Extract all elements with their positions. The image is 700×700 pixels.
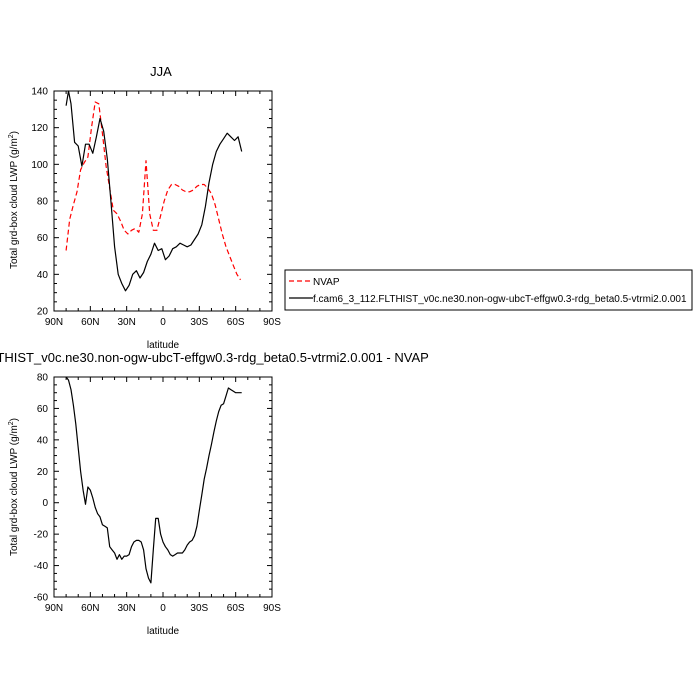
x-tick-label: 60N — [81, 603, 99, 614]
y-tick-label: 60 — [37, 404, 49, 415]
y-tick-label: 140 — [31, 87, 48, 98]
bottom-series-layer — [65, 376, 242, 584]
top-y-axis-label: Total grd-box cloud LWP (g/m2) — [8, 131, 20, 269]
x-tick-label: 60N — [81, 317, 99, 328]
x-tick-label: 60S — [227, 317, 245, 328]
y-tick-label: 100 — [31, 160, 48, 171]
x-tick-label: 30N — [117, 317, 135, 328]
bottom-y-axis-label: Total grd-box cloud LWP (g/m2) — [8, 418, 20, 556]
top-plot-frame — [53, 90, 273, 312]
x-tick-label: 90S — [263, 317, 281, 328]
legend: NVAP f.cam6_3_112.FLTHIST_v0c.ne30.non-o… — [284, 269, 693, 311]
top-chart-title: JJA — [150, 64, 172, 79]
y-tick-label: 80 — [37, 373, 49, 384]
top-x-axis-label: latitude — [147, 340, 180, 351]
y-tick-label: 80 — [37, 197, 49, 208]
y-tick-label: 0 — [42, 498, 48, 509]
bottom-ticks: 90N 60N 30N 0 30S 60S 90S -60 -40 -20 0 20 40 60 80 — [34, 373, 282, 615]
bottom-x-axis-label: latitude — [147, 626, 180, 637]
bottom-series-line-difference — [65, 376, 242, 584]
y-tick-label: 40 — [37, 435, 49, 446]
legend-box — [284, 269, 693, 311]
y-tick-label: -40 — [34, 561, 49, 572]
y-tick-label: 20 — [37, 307, 49, 318]
x-tick-label: 60S — [227, 603, 245, 614]
y-tick-label: 20 — [37, 467, 49, 478]
y-tick-label: 60 — [37, 233, 49, 244]
top-ticks: 90N 60N 30N 0 30S 60S 90S 20 40 60 80 100 120 140 — [31, 87, 281, 329]
x-tick-label: 30S — [190, 317, 208, 328]
top-series-layer — [65, 90, 243, 292]
bottom-chart: f.cam6_3_112.FLTHIST_v0c.ne30.non-ogw-ub… — [0, 350, 429, 637]
y-tick-label: -20 — [34, 530, 49, 541]
y-tick-label: 40 — [37, 270, 49, 281]
top-chart: JJA 90N 60N 30N 0 30S 60S 90S 20 40 60 80 100 120 140… — [8, 64, 281, 351]
y-tick-label: -60 — [34, 593, 49, 604]
bottom-plot-frame — [53, 376, 273, 598]
x-tick-label: 30S — [190, 603, 208, 614]
y-tick-label: 120 — [31, 123, 48, 134]
x-tick-label: 90N — [45, 603, 63, 614]
top-series-line-model — [65, 90, 243, 292]
bottom-chart-title: f.cam6_3_112.FLTHIST_v0c.ne30.non-ogw-ub… — [0, 350, 429, 365]
x-tick-label: 90N — [45, 317, 63, 328]
x-tick-label: 90S — [263, 603, 281, 614]
legend-label-nvap: NVAP — [313, 277, 340, 288]
x-tick-label: 0 — [160, 603, 166, 614]
x-tick-label: 0 — [160, 317, 166, 328]
legend-label-model: f.cam6_3_112.FLTHIST_v0c.ne30.non-ogw-ub… — [313, 294, 687, 305]
x-tick-label: 30N — [117, 603, 135, 614]
top-series-line-nvap — [65, 101, 242, 281]
